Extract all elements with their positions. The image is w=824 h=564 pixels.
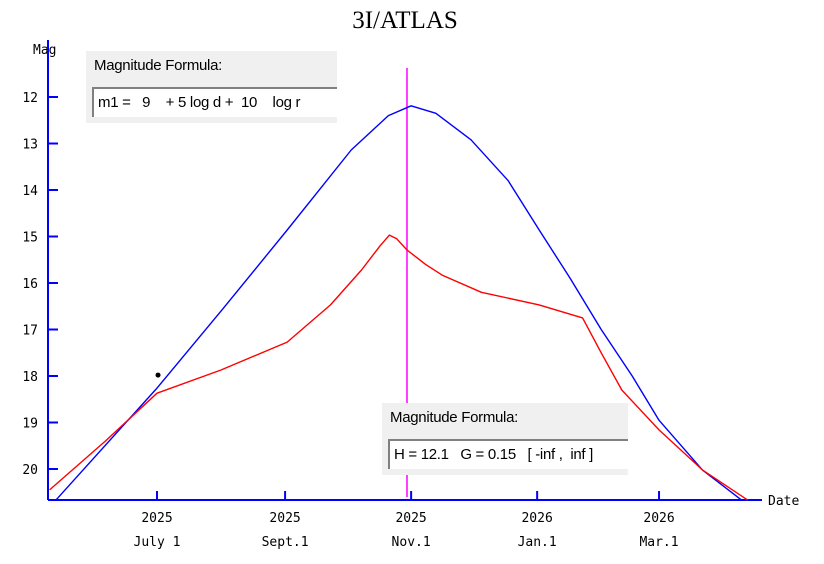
- x-axis-label: Date: [768, 494, 799, 509]
- formula-field[interactable]: m1 = 9 + 5 log d + 10 log r: [92, 87, 337, 117]
- observation-point: [155, 372, 161, 378]
- y-tick-label: 14: [22, 184, 38, 199]
- y-axis-label: Mag: [33, 43, 56, 58]
- series-line-m1: [55, 105, 743, 501]
- x-tick-label: Mar.1: [639, 535, 678, 550]
- y-tick-label: 17: [22, 324, 38, 339]
- formula-box-1: Magnitude Formula: m1 = 9 + 5 log d + 10…: [86, 51, 337, 123]
- x-tick-label: Nov.1: [392, 535, 431, 550]
- y-tick-label: 18: [22, 370, 38, 385]
- x-tick-label: July 1: [134, 535, 181, 550]
- y-tick-label: 15: [22, 231, 38, 246]
- formula-label: Magnitude Formula:: [94, 57, 222, 74]
- x-tick-label: Sept.1: [262, 535, 309, 550]
- x-tick-year: 2025: [269, 511, 300, 526]
- formula-field[interactable]: H = 12.1 G = 0.15 [ -inf , inf ]: [388, 439, 628, 469]
- formula-box-2: Magnitude Formula: H = 12.1 G = 0.15 [ -…: [382, 403, 628, 475]
- y-tick-label: 20: [22, 463, 38, 478]
- y-tick-label: 12: [22, 91, 38, 106]
- y-tick-label: 16: [22, 277, 38, 292]
- y-tick-label: 19: [22, 417, 38, 432]
- formula-label: Magnitude Formula:: [390, 409, 518, 426]
- x-tick-label: Jan.1: [518, 535, 557, 550]
- series-line-hg: [49, 234, 749, 501]
- x-tick-year: 2025: [395, 511, 426, 526]
- chart-title: 3I/ATLAS: [352, 7, 458, 34]
- y-tick-label: 13: [22, 138, 38, 153]
- x-tick-year: 2025: [141, 511, 172, 526]
- x-tick-year: 2026: [521, 511, 552, 526]
- x-tick-year: 2026: [643, 511, 674, 526]
